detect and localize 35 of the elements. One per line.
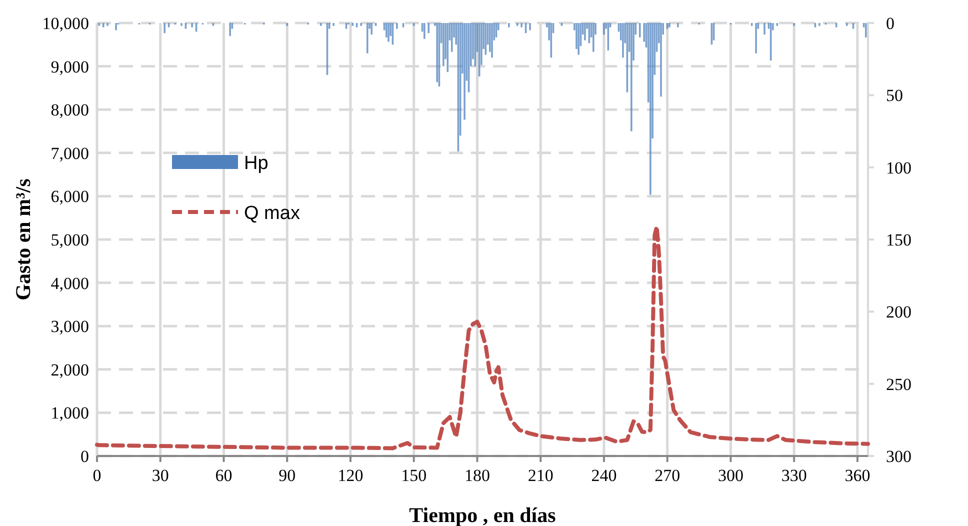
- y2-tick-label: 200: [886, 302, 912, 322]
- y-tick-label: 3,000: [50, 317, 89, 336]
- legend-label: Q max: [244, 203, 300, 224]
- x-tick-label: 360: [844, 466, 870, 485]
- y-axis-title: Gasto en m³/s: [11, 178, 35, 300]
- legend-label: Hp: [244, 153, 268, 174]
- y2-tick-label: 250: [886, 374, 912, 394]
- x-tick-label: 330: [781, 466, 807, 485]
- y2-tick-label: 150: [886, 230, 912, 250]
- x-tick-label: 300: [718, 466, 744, 485]
- y2-tick-label: 100: [886, 158, 912, 178]
- y-tick-label: 7,000: [50, 144, 89, 163]
- x-tick-label: 150: [401, 466, 427, 485]
- y-tick-label: 0: [80, 447, 89, 466]
- x-tick-label: 90: [278, 466, 296, 485]
- x-tick-label: 180: [464, 466, 490, 485]
- y-tick-label: 1,000: [50, 404, 89, 423]
- x-tick-label: 240: [591, 466, 617, 485]
- x-tick-label: 30: [152, 466, 169, 485]
- x-tick-label: 210: [528, 466, 554, 485]
- x-tick-label: 270: [654, 466, 680, 485]
- y-tick-label: 2,000: [50, 360, 89, 380]
- x-tick-label: 120: [338, 466, 364, 485]
- y-tick-label: 4,000: [50, 274, 89, 293]
- line-series: [95, 224, 870, 450]
- y2-tick-label: 0: [886, 14, 894, 33]
- y-tick-label: 9,000: [50, 57, 89, 76]
- y-tick-label: 10,000: [42, 14, 89, 33]
- y2-tick-label: 300: [886, 447, 912, 466]
- x-tick-label: 0: [92, 466, 102, 485]
- y-tick-label: 6,000: [50, 187, 89, 206]
- y-tick-label: 8,000: [50, 100, 89, 120]
- y2-tick-label: 50: [886, 86, 903, 106]
- x-tick-label: 60: [215, 466, 232, 485]
- y-tick-label: 5,000: [50, 230, 89, 250]
